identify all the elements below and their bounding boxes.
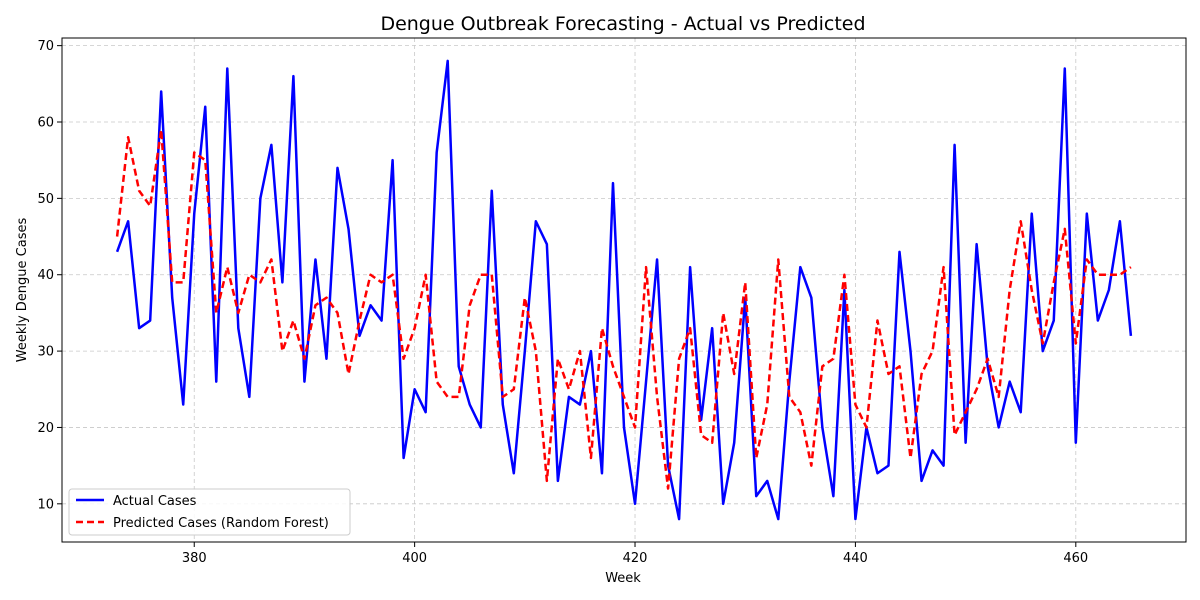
- legend-label-predicted: Predicted Cases (Random Forest): [113, 516, 329, 531]
- y-tick-label: 30: [37, 345, 54, 360]
- series-line-actual: [115, 59, 1133, 521]
- legend-label-actual: Actual Cases: [113, 494, 197, 509]
- plot-frame: [61, 37, 1187, 543]
- y-tick-label: 40: [37, 268, 54, 283]
- y-tick-label: 70: [37, 39, 54, 54]
- x-tick-label: 440: [843, 551, 868, 566]
- y-axis-label: Weekly Dengue Cases: [15, 218, 30, 363]
- series-line-predicted: [115, 128, 1132, 490]
- chart-title: Dengue Outbreak Forecasting - Actual vs …: [380, 13, 865, 35]
- x-tick-label: 420: [623, 551, 648, 566]
- y-tick-label: 10: [37, 497, 54, 512]
- y-axis-ticks: 10 20 30 40 50 60 70: [37, 39, 62, 512]
- y-tick-label: 20: [37, 421, 54, 436]
- legend-box: [68, 488, 351, 536]
- y-tick-label: 60: [37, 116, 54, 131]
- y-tick-label: 50: [37, 192, 54, 207]
- x-tick-label: 400: [402, 551, 427, 566]
- x-tick-label: 460: [1063, 551, 1088, 566]
- x-axis-label: Week: [605, 571, 641, 586]
- x-tick-label: 380: [182, 551, 207, 566]
- series-layer: [115, 59, 1133, 521]
- x-axis-ticks: 380 400 420 440 460: [182, 542, 1088, 566]
- legend: Actual Cases Predicted Cases (Random For…: [68, 488, 351, 536]
